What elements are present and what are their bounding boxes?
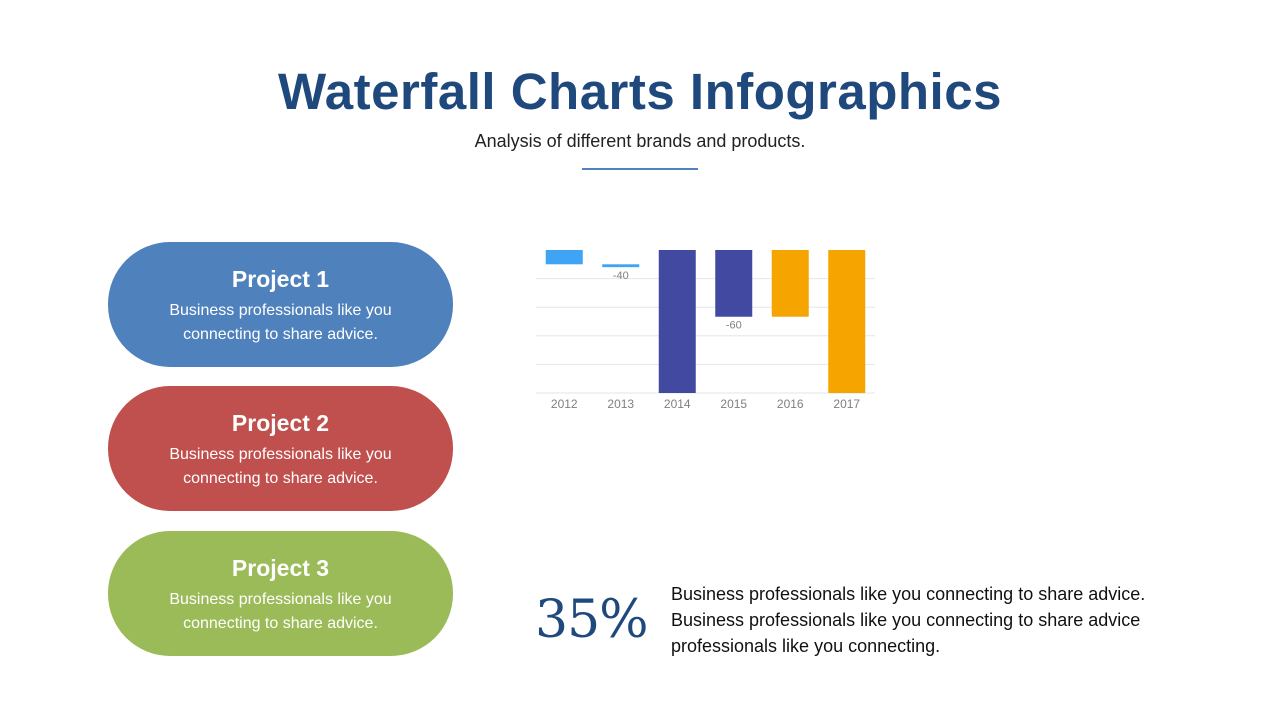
project-1-line-2: connecting to share advice. bbox=[183, 326, 378, 343]
waterfall-chart: 2012 -40 2013 2014 -60 2015 2016 2017 bbox=[536, 250, 875, 411]
stat-line-1: Business professionals like you connecti… bbox=[671, 584, 1146, 604]
project-2-card: Project 2 Business professionals like yo… bbox=[108, 386, 453, 511]
stat-percentage: 35% bbox=[535, 590, 649, 650]
page-subtitle: Analysis of different brands and product… bbox=[474, 131, 806, 151]
x-tick-2016: 2016 bbox=[777, 397, 804, 411]
bar-2013 bbox=[602, 264, 640, 268]
project-3-line-2: connecting to share advice. bbox=[183, 615, 378, 632]
project-2-description: Business professionals like you connecti… bbox=[156, 443, 406, 491]
project-3-description: Business professionals like you connecti… bbox=[156, 588, 406, 636]
x-tick-2015: 2015 bbox=[720, 397, 747, 411]
bar-2015 bbox=[715, 250, 753, 317]
data-label-2013: -40 bbox=[613, 270, 629, 282]
title-divider bbox=[582, 168, 698, 170]
x-tick-2013: 2013 bbox=[607, 397, 634, 411]
stat-line-2: Business professionals like you connecti… bbox=[671, 610, 1141, 630]
bar-2012 bbox=[545, 250, 583, 265]
project-2-title: Project 2 bbox=[231, 410, 330, 436]
project-3-card: Project 3 Business professionals like yo… bbox=[108, 531, 453, 656]
x-tick-2012: 2012 bbox=[551, 397, 578, 411]
project-2-line-1: Business professionals like you bbox=[169, 446, 392, 463]
stat-line-3: professionals like you connecting. bbox=[671, 636, 941, 656]
stat-description: Business professionals like you connecti… bbox=[671, 581, 1231, 659]
bar-2016 bbox=[771, 250, 809, 317]
project-1-line-1: Business professionals like you bbox=[169, 302, 392, 319]
x-tick-2017: 2017 bbox=[833, 397, 860, 411]
project-3-title: Project 3 bbox=[231, 555, 330, 581]
project-1-description: Business professionals like you connecti… bbox=[156, 299, 406, 347]
project-2-line-2: connecting to share advice. bbox=[183, 470, 378, 487]
project-1-card: Project 1 Business professionals like yo… bbox=[108, 242, 453, 367]
page-title: Waterfall Charts Infographics bbox=[278, 63, 1002, 120]
x-tick-2014: 2014 bbox=[664, 397, 691, 411]
data-label-2015: -60 bbox=[726, 320, 742, 332]
project-3-line-1: Business professionals like you bbox=[169, 591, 392, 608]
bar-2017 bbox=[828, 250, 866, 393]
project-1-title: Project 1 bbox=[231, 266, 330, 292]
bar-2014 bbox=[658, 250, 696, 393]
